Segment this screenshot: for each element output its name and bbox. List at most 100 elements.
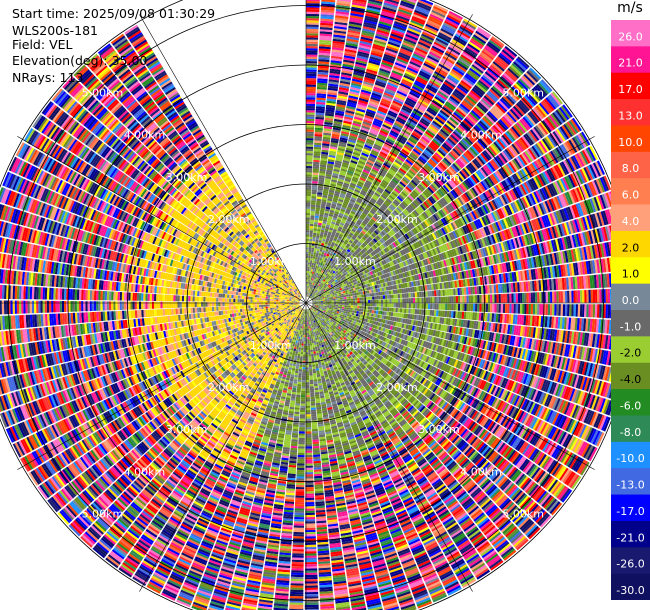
velocity-gate: [306, 153, 313, 155]
velocity-gate: [306, 31, 318, 33]
velocity-gate: [385, 307, 388, 311]
velocity-gate: [309, 275, 311, 277]
velocity-gate: [306, 194, 311, 196]
velocity-gate: [593, 304, 596, 317]
velocity-gate: [306, 168, 312, 170]
velocity-gate: [314, 252, 317, 255]
velocity-gate: [404, 308, 407, 313]
velocity-gate: [311, 196, 316, 199]
velocity-gate: [526, 304, 529, 314]
velocity-gate: [398, 308, 401, 312]
velocity-gate: [306, 59, 317, 61]
velocity-gate: [588, 290, 591, 303]
velocity-gate: [340, 296, 342, 298]
velocity-gate: [368, 303, 370, 306]
velocity-gate: [402, 303, 404, 308]
velocity-gate: [306, 209, 310, 211]
velocity-gate: [310, 217, 314, 220]
velocity-gate: [314, 248, 317, 251]
velocity-gate: [466, 304, 468, 312]
velocity-gate: [311, 271, 313, 273]
velocity-gate: [391, 308, 394, 312]
velocity-gate: [471, 295, 473, 303]
velocity-gate: [355, 298, 357, 301]
velocity-gate: [312, 239, 315, 242]
velocity-gate: [385, 295, 387, 299]
velocity-gate: [306, 16, 319, 18]
velocity-gate: [306, 162, 313, 164]
velocity-gate: [460, 296, 462, 303]
velocity-gate: [306, 18, 319, 21]
velocity-gate: [413, 292, 416, 297]
velocity-gate: [361, 306, 363, 309]
velocity-gate: [366, 297, 368, 300]
velocity-gate: [311, 213, 315, 215]
velocity-gate: [306, 159, 313, 161]
velocity-gate: [593, 290, 596, 303]
velocity-gate: [389, 308, 391, 312]
velocity-gate: [400, 308, 402, 313]
velocity-gate: [496, 304, 498, 313]
velocity-gate: [516, 293, 518, 303]
velocity-gate: [413, 304, 415, 309]
velocity-gate: [449, 304, 451, 311]
velocity-gate: [475, 304, 477, 312]
velocity-gate: [479, 295, 481, 303]
velocity-gate: [339, 294, 342, 296]
velocity-gate: [608, 304, 611, 318]
velocity-gate: [471, 304, 473, 312]
velocity-gate: [556, 304, 559, 316]
velocity-gate: [334, 300, 336, 302]
velocity-gate: [353, 303, 355, 305]
velocity-gate: [314, 224, 318, 227]
velocity-gate: [306, 181, 312, 183]
velocity-gate: [503, 294, 505, 303]
velocity-gate: [430, 304, 432, 310]
velocity-gate: [308, 265, 310, 267]
velocity-gate: [372, 300, 374, 303]
velocity-gate: [597, 289, 600, 302]
velocity-gate: [308, 260, 310, 262]
velocity-gate: [310, 263, 312, 265]
velocity-gate: [558, 304, 561, 316]
velocity-gate: [311, 267, 313, 269]
velocity-gate: [387, 295, 389, 299]
velocity-gate: [361, 295, 363, 298]
velocity-gate: [312, 261, 314, 263]
velocity-gate: [419, 292, 422, 297]
velocity-gate: [509, 294, 511, 303]
velocity-gate: [325, 305, 327, 306]
velocity-gate: [312, 181, 318, 184]
velocity-gate: [306, 33, 318, 35]
velocity-gate: [597, 304, 600, 317]
velocity-gate: [340, 307, 342, 309]
velocity-gate: [312, 241, 315, 244]
velocity-gate: [496, 294, 498, 303]
velocity-gate: [394, 303, 396, 307]
velocity-gate: [308, 258, 310, 260]
velocity-gate: [307, 284, 308, 286]
velocity-gate: [306, 213, 310, 215]
velocity-gate: [546, 292, 548, 303]
velocity-gate: [306, 95, 316, 97]
velocity-gate: [428, 310, 431, 316]
velocity-gate: [458, 304, 460, 311]
velocity-gate: [313, 237, 316, 240]
velocity-gate: [445, 297, 447, 303]
velocity-gate: [383, 303, 385, 307]
velocity-gate: [306, 215, 310, 217]
velocity-gate: [306, 125, 314, 127]
velocity-gate: [344, 295, 346, 297]
velocity-gate: [306, 70, 317, 72]
velocity-gate: [310, 267, 312, 269]
velocity-gate: [362, 303, 364, 306]
velocity-gate: [359, 309, 362, 312]
velocity-gate: [306, 119, 314, 121]
velocity-gate: [308, 280, 309, 282]
velocity-gate: [346, 307, 348, 309]
velocity-gate: [340, 305, 342, 307]
velocity-gate: [310, 215, 314, 217]
velocity-gate: [312, 185, 318, 188]
velocity-gate: [400, 294, 403, 299]
velocity-gate: [372, 293, 375, 296]
